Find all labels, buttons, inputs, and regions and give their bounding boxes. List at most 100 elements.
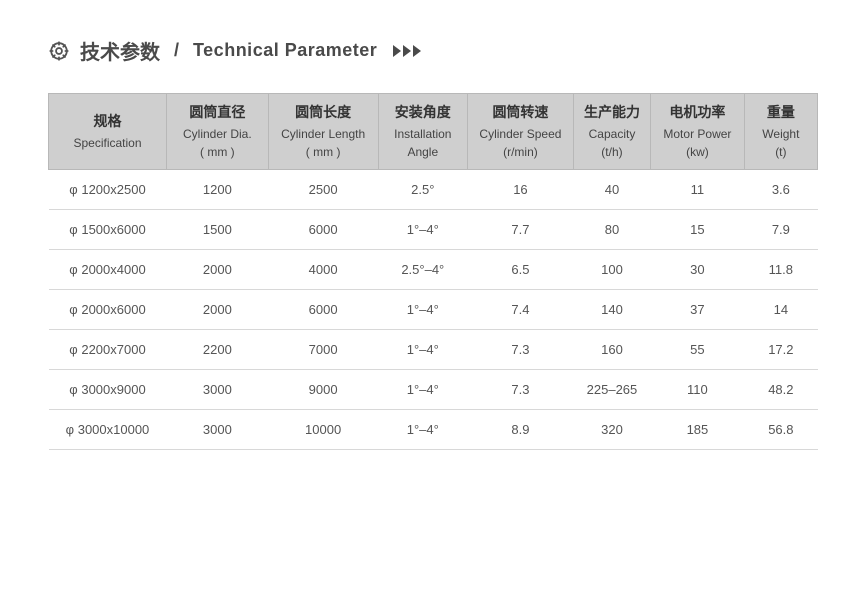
table-row: φ 2000x6000200060001°–4°7.41403714 — [49, 290, 818, 330]
table-cell: 56.8 — [744, 410, 817, 450]
table-cell: 11.8 — [744, 250, 817, 290]
table-cell: 140 — [573, 290, 650, 330]
header-cn: 安装角度 — [381, 102, 466, 123]
table-cell: 16 — [468, 170, 574, 210]
spec-table: 规格Specification圆筒直径Cylinder Dia.( mm )圆筒… — [48, 93, 818, 450]
header-en: Motor Power — [653, 125, 742, 143]
table-cell: 320 — [573, 410, 650, 450]
table-cell: 8.9 — [468, 410, 574, 450]
table-cell: 2000 — [166, 250, 268, 290]
header-cn: 圆筒转速 — [470, 102, 571, 123]
table-cell: φ 2000x6000 — [49, 290, 167, 330]
table-cell: 55 — [651, 330, 745, 370]
gear-icon — [48, 40, 70, 62]
header-en: Cylinder Dia. — [169, 125, 266, 143]
header-en: Installation — [381, 125, 466, 143]
table-cell: 6000 — [268, 290, 378, 330]
table-cell: 4000 — [268, 250, 378, 290]
table-cell: 7.3 — [468, 330, 574, 370]
table-header-cell: 圆筒转速 Cylinder Speed(r/min) — [468, 94, 574, 170]
table-cell: 48.2 — [744, 370, 817, 410]
header-unit: (r/min) — [470, 143, 571, 161]
table-cell: 1°–4° — [378, 290, 468, 330]
table-header-cell: 规格Specification — [49, 94, 167, 170]
header-en: Cylinder Length — [271, 125, 376, 143]
table-header-cell: 生产能力 Capacity(t/h) — [573, 94, 650, 170]
table-cell: 9000 — [268, 370, 378, 410]
header-cn: 生产能力 — [576, 102, 648, 123]
header-en: Capacity — [576, 125, 648, 143]
table-header-cell: 重量 Weight(t) — [744, 94, 817, 170]
arrow-icons — [393, 45, 421, 57]
table-cell: φ 3000x9000 — [49, 370, 167, 410]
table-header-cell: 圆筒长度 Cylinder Length( mm ) — [268, 94, 378, 170]
table-header-cell: 电机功率 Motor Power(kw) — [651, 94, 745, 170]
header-unit: (t/h) — [576, 143, 648, 161]
table-cell: 3.6 — [744, 170, 817, 210]
table-cell: 14 — [744, 290, 817, 330]
table-row: φ 2200x7000220070001°–4°7.31605517.2 — [49, 330, 818, 370]
table-cell: 1200 — [166, 170, 268, 210]
header-cn: 电机功率 — [653, 102, 742, 123]
table-cell: 11 — [651, 170, 745, 210]
header-en: Specification — [51, 134, 164, 152]
header-en: Cylinder Speed — [470, 125, 571, 143]
title-separator: / — [174, 40, 179, 61]
header-unit: (kw) — [653, 143, 742, 161]
table-cell: φ 3000x10000 — [49, 410, 167, 450]
table-cell: 2000 — [166, 290, 268, 330]
header-unit: ( mm ) — [169, 143, 266, 161]
table-cell: 2200 — [166, 330, 268, 370]
table-cell: 10000 — [268, 410, 378, 450]
table-cell: 17.2 — [744, 330, 817, 370]
table-cell: 80 — [573, 210, 650, 250]
table-cell: 15 — [651, 210, 745, 250]
table-cell: φ 1200x2500 — [49, 170, 167, 210]
table-cell: 7000 — [268, 330, 378, 370]
table-cell: 2.5° — [378, 170, 468, 210]
header-unit: Angle — [381, 143, 466, 161]
header-unit: (t) — [747, 143, 815, 161]
table-cell: 1°–4° — [378, 370, 468, 410]
table-cell: φ 2000x4000 — [49, 250, 167, 290]
table-cell: 2.5°–4° — [378, 250, 468, 290]
header-unit: ( mm ) — [271, 143, 376, 161]
table-cell: 3000 — [166, 410, 268, 450]
table-row: φ 2000x4000200040002.5°–4°6.51003011.8 — [49, 250, 818, 290]
table-cell: φ 1500x6000 — [49, 210, 167, 250]
header-cn: 圆筒直径 — [169, 102, 266, 123]
table-cell: 6.5 — [468, 250, 574, 290]
table-cell: 7.4 — [468, 290, 574, 330]
header-cn: 圆筒长度 — [271, 102, 376, 123]
section-title: 技术参数 / Technical Parameter — [48, 36, 819, 65]
header-en: Weight — [747, 125, 815, 143]
title-english: Technical Parameter — [193, 40, 377, 61]
table-cell: 225–265 — [573, 370, 650, 410]
table-cell: 185 — [651, 410, 745, 450]
table-cell: 37 — [651, 290, 745, 330]
table-row: φ 3000x9000300090001°–4°7.3225–26511048.… — [49, 370, 818, 410]
table-cell: 6000 — [268, 210, 378, 250]
header-cn: 重量 — [747, 102, 815, 123]
table-cell: 40 — [573, 170, 650, 210]
table-header-cell: 安装角度 InstallationAngle — [378, 94, 468, 170]
table-cell: 2500 — [268, 170, 378, 210]
table-cell: 30 — [651, 250, 745, 290]
table-cell: 7.3 — [468, 370, 574, 410]
table-row: φ 3000x100003000100001°–4°8.932018556.8 — [49, 410, 818, 450]
table-cell: 100 — [573, 250, 650, 290]
table-row: φ 1500x6000150060001°–4°7.780157.9 — [49, 210, 818, 250]
table-cell: 7.7 — [468, 210, 574, 250]
table-row: φ 1200x2500120025002.5°1640113.6 — [49, 170, 818, 210]
table-cell: 1°–4° — [378, 210, 468, 250]
table-header-row: 规格Specification圆筒直径Cylinder Dia.( mm )圆筒… — [49, 94, 818, 170]
table-cell: 7.9 — [744, 210, 817, 250]
table-header-cell: 圆筒直径 Cylinder Dia.( mm ) — [166, 94, 268, 170]
title-chinese: 技术参数 — [80, 36, 160, 65]
table-cell: 3000 — [166, 370, 268, 410]
table-cell: 160 — [573, 330, 650, 370]
table-cell: 110 — [651, 370, 745, 410]
table-cell: 1500 — [166, 210, 268, 250]
table-cell: 1°–4° — [378, 330, 468, 370]
table-cell: 1°–4° — [378, 410, 468, 450]
